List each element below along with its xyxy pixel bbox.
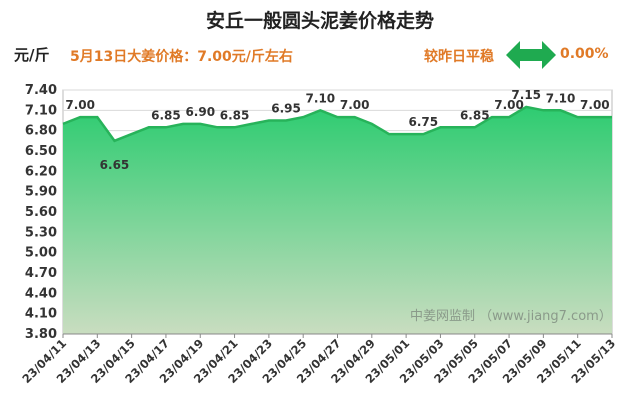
price-area: [63, 106, 612, 335]
y-tick-label: 5.00: [25, 246, 57, 261]
y-tick-label: 5.90: [25, 185, 57, 200]
y-tick-label: 4.40: [25, 286, 57, 301]
data-label: 6.85: [220, 108, 250, 122]
watermark: 中姜网监制 （www.jiang7.com）: [410, 309, 612, 324]
y-tick-label: 6.80: [25, 124, 57, 139]
data-label: 7.00: [580, 98, 610, 112]
data-label: 7.00: [65, 98, 95, 112]
y-tick-label: 7.10: [25, 103, 57, 118]
compare-text: 较昨日平稳: [424, 49, 494, 65]
data-label: 6.85: [460, 108, 490, 122]
y-tick-label: 6.20: [25, 164, 57, 179]
y-tick-label: 7.40: [25, 83, 57, 98]
data-label: 7.10: [546, 91, 576, 105]
data-label: 6.75: [408, 115, 438, 129]
y-tick-label: 5.30: [25, 225, 57, 240]
y-tick-label: 3.80: [25, 327, 57, 342]
data-label: 6.95: [271, 102, 301, 116]
unit-label: 元/斤: [14, 46, 50, 64]
price-line: [62, 105, 612, 143]
data-label: 7.10: [306, 91, 336, 105]
data-label: 6.65: [100, 158, 130, 172]
data-label: 6.85: [151, 108, 181, 122]
data-label: 6.90: [185, 105, 215, 119]
double-arrow-icon: [506, 41, 556, 69]
data-label: 7.00: [494, 98, 524, 112]
y-tick-label: 6.50: [25, 144, 57, 159]
chart-title: 安丘一般圆头泥姜价格走势: [205, 10, 434, 32]
change-percent: 0.00%: [560, 46, 609, 62]
y-tick-label: 4.70: [25, 266, 57, 281]
y-tick-label: 5.60: [25, 205, 57, 220]
y-tick-label: 4.10: [25, 307, 57, 322]
data-label: 7.15: [511, 88, 541, 102]
price-info: 5月13日大姜价格：7.00元/斤左右: [70, 49, 293, 65]
data-label: 7.00: [340, 98, 370, 112]
